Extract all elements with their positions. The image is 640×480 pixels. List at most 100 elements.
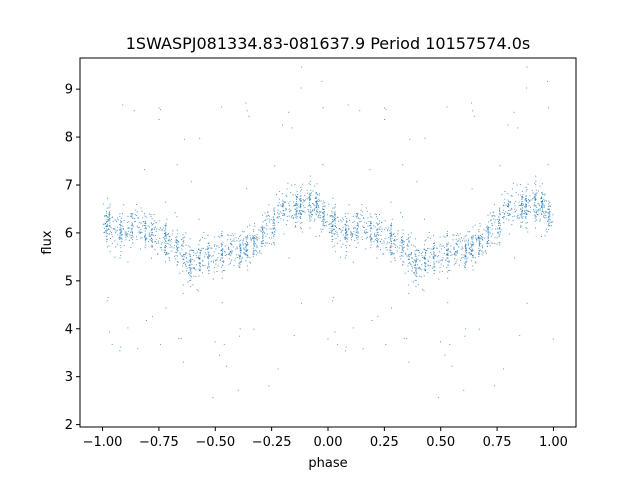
data-point [433,258,435,260]
data-point [165,231,167,233]
data-point [364,221,366,223]
data-point [177,261,178,263]
data-point [347,104,349,106]
data-point [471,236,473,238]
data-point [339,228,341,230]
data-point [335,230,337,232]
data-point [125,239,127,241]
data-point [105,223,107,225]
y-tick-label: 4 [65,322,73,337]
data-point [231,252,232,254]
data-point [148,234,150,235]
data-point [262,233,264,235]
data-point [208,261,209,263]
data-point [145,228,147,230]
data-point [465,328,467,330]
data-point [407,245,409,247]
data-point [287,182,289,184]
data-point [447,253,449,255]
data-point [433,242,435,244]
data-point [183,240,185,242]
data-point [421,255,423,257]
data-point [189,262,191,264]
data-point [316,211,318,213]
data-point [323,205,325,207]
data-point [390,237,391,239]
data-point [453,254,455,255]
data-point [193,255,194,257]
data-point [236,246,238,248]
data-point [243,247,245,249]
data-point [230,235,232,236]
data-point [349,245,351,247]
data-point [356,215,358,217]
data-point [163,249,165,251]
data-point [131,215,133,217]
data-point [237,389,239,391]
data-point [537,210,539,212]
data-point [266,233,268,235]
x-axis: −1.00 −0.75 −0.50 −0.25 0.00 0.25 0.50 0.75 1.00 [83,427,568,450]
data-point [401,255,402,257]
data-point [520,216,522,218]
data-point [392,242,394,244]
data-point [158,229,160,231]
data-point [408,258,409,260]
data-point [432,248,434,250]
data-point [415,272,417,274]
data-point [396,239,398,240]
data-point [295,204,297,206]
data-point [482,252,484,254]
data-point [499,234,501,236]
data-point [273,211,275,213]
data-point [221,106,223,108]
data-point [253,253,255,255]
y-tick-label: 8 [65,131,73,146]
data-point [116,217,118,219]
data-point [160,246,162,248]
data-point [370,240,372,242]
data-point [500,229,502,231]
data-point [310,198,312,200]
data-point [403,337,405,339]
data-point [457,233,459,235]
data-point [252,247,254,249]
data-point [132,232,133,233]
data-point [518,205,520,207]
data-point [299,203,301,205]
data-point [281,212,283,214]
data-point [297,193,299,195]
data-point [433,270,435,272]
data-point [334,203,336,205]
data-point [171,233,173,235]
data-point [315,236,317,237]
data-point [175,251,177,253]
data-point [418,250,420,252]
data-point [192,249,193,251]
data-point [342,217,344,219]
data-point [182,284,184,286]
data-point [489,227,491,229]
data-point [252,237,254,239]
data-point [322,219,324,221]
data-point [322,229,324,230]
data-point [247,235,249,237]
data-point [357,214,358,216]
data-point [352,235,354,237]
data-point [465,264,466,266]
data-point [332,233,334,235]
data-point [109,218,111,220]
data-point [175,242,177,244]
data-point [320,211,322,213]
data-point [245,236,247,238]
data-point [317,198,319,200]
data-point [315,205,317,207]
data-point [455,261,457,263]
data-point [539,185,541,187]
data-point [245,237,247,239]
data-point [544,194,546,196]
data-point [177,244,179,245]
data-point [233,264,235,266]
data-point [285,208,287,209]
